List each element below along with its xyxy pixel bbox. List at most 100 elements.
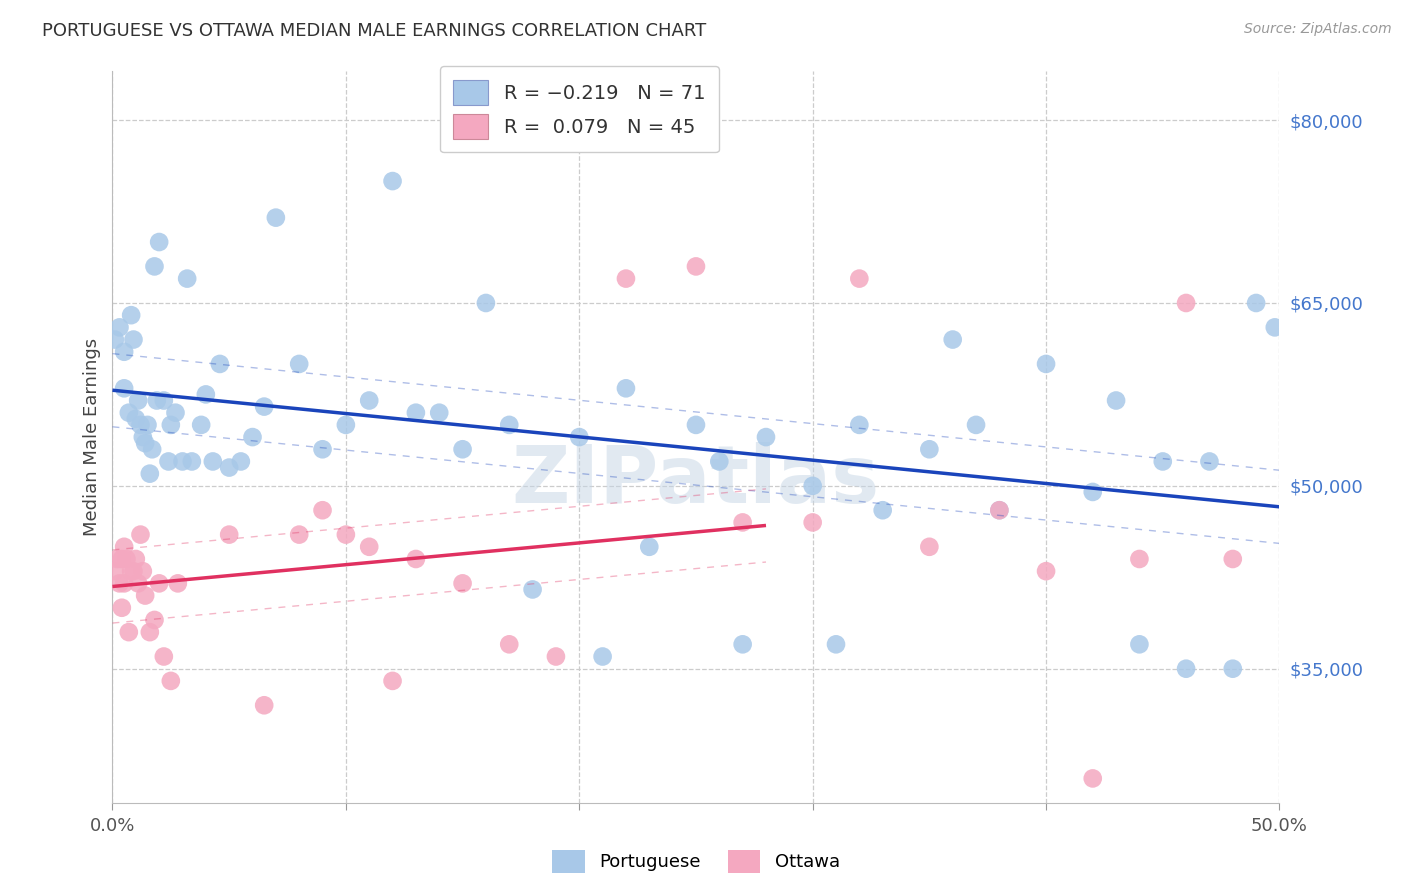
Point <box>451 576 474 591</box>
Point <box>104 564 127 578</box>
Point <box>122 564 145 578</box>
Point <box>335 527 357 541</box>
Point <box>801 516 824 530</box>
Point <box>160 417 183 432</box>
Point <box>405 552 427 566</box>
Point <box>848 417 870 432</box>
Point <box>141 442 163 457</box>
Point <box>1152 454 1174 468</box>
Point <box>755 430 778 444</box>
Point <box>127 576 149 591</box>
Point <box>118 406 141 420</box>
Point <box>1222 662 1244 676</box>
Point <box>143 613 166 627</box>
Point <box>1128 552 1150 566</box>
Point <box>176 271 198 285</box>
Point <box>194 387 217 401</box>
Point <box>311 442 333 457</box>
Point <box>218 527 240 541</box>
Point <box>104 333 127 347</box>
Point <box>112 540 135 554</box>
Point <box>1222 552 1244 566</box>
Point <box>568 430 591 444</box>
Point <box>264 211 287 225</box>
Point <box>253 698 276 713</box>
Point <box>1175 662 1198 676</box>
Legend: Portuguese, Ottawa: Portuguese, Ottawa <box>543 841 849 881</box>
Point <box>105 552 128 566</box>
Point <box>1081 485 1104 500</box>
Point <box>1198 454 1220 468</box>
Point <box>405 406 427 420</box>
Point <box>498 637 520 651</box>
Point <box>229 454 252 468</box>
Point <box>132 430 155 444</box>
Point <box>125 552 148 566</box>
Point <box>965 417 987 432</box>
Point <box>242 430 264 444</box>
Point <box>614 271 637 285</box>
Point <box>166 576 188 591</box>
Point <box>143 260 166 274</box>
Point <box>475 296 498 310</box>
Point <box>129 417 152 432</box>
Point <box>148 235 170 249</box>
Point <box>381 673 404 688</box>
Point <box>872 503 894 517</box>
Point <box>359 540 381 554</box>
Point <box>731 637 754 651</box>
Point <box>614 381 637 395</box>
Point <box>825 637 848 651</box>
Point <box>522 582 544 597</box>
Point <box>172 454 194 468</box>
Point <box>848 271 870 285</box>
Point <box>592 649 614 664</box>
Point <box>427 406 450 420</box>
Point <box>120 308 142 322</box>
Point <box>165 406 187 420</box>
Point <box>157 454 180 468</box>
Point <box>942 333 965 347</box>
Point <box>160 673 183 688</box>
Point <box>125 412 148 426</box>
Point <box>153 393 176 408</box>
Point <box>918 540 941 554</box>
Point <box>218 460 240 475</box>
Point <box>335 417 357 432</box>
Point <box>139 467 162 481</box>
Point <box>127 393 149 408</box>
Point <box>122 333 145 347</box>
Point <box>112 576 135 591</box>
Point <box>112 344 135 359</box>
Point <box>731 516 754 530</box>
Point <box>111 552 134 566</box>
Point <box>108 320 131 334</box>
Point <box>139 625 162 640</box>
Point <box>288 357 311 371</box>
Point <box>451 442 474 457</box>
Point <box>180 454 202 468</box>
Point <box>1264 320 1286 334</box>
Text: ZIPatlas: ZIPatlas <box>512 442 880 520</box>
Point <box>918 442 941 457</box>
Point <box>1035 357 1057 371</box>
Point <box>115 552 138 566</box>
Point <box>359 393 381 408</box>
Point <box>1128 637 1150 651</box>
Point <box>190 417 212 432</box>
Point <box>120 564 142 578</box>
Point <box>134 589 156 603</box>
Text: Source: ZipAtlas.com: Source: ZipAtlas.com <box>1244 22 1392 37</box>
Point <box>136 417 159 432</box>
Point <box>311 503 333 517</box>
Point <box>129 527 152 541</box>
Point <box>153 649 176 664</box>
Point <box>544 649 567 664</box>
Point <box>1035 564 1057 578</box>
Point <box>288 527 311 541</box>
Point <box>381 174 404 188</box>
Point <box>685 417 707 432</box>
Point <box>1244 296 1267 310</box>
Point <box>108 576 131 591</box>
Point <box>201 454 224 468</box>
